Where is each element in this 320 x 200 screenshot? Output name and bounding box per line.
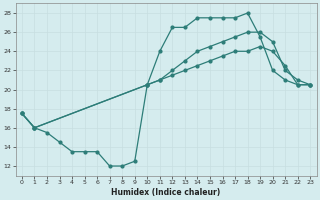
X-axis label: Humidex (Indice chaleur): Humidex (Indice chaleur) — [111, 188, 221, 197]
